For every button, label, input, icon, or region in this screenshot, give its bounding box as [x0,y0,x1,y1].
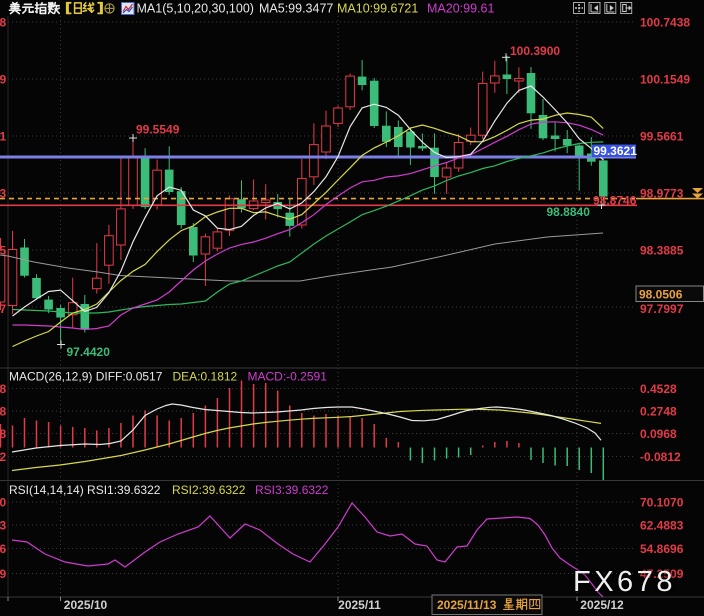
svg-text:RSI(14,14,14) RSI1:39.6322: RSI(14,14,14) RSI1:39.6322 [9,483,161,497]
svg-text:98.3885: 98.3885 [640,243,684,257]
svg-text:MA10:99.6721: MA10:99.6721 [337,1,418,15]
svg-text:99.5661: 99.5661 [640,129,684,143]
svg-text:98.0506: 98.0506 [639,287,683,301]
svg-text:0.4528: 0.4528 [640,382,677,396]
svg-text:MACD(26,12,9) DIFF:0.0517: MACD(26,12,9) DIFF:0.0517 [9,370,163,384]
svg-text:98.9773: 98.9773 [0,186,7,200]
svg-text:70.1070: 70.1070 [640,495,684,509]
svg-text:100.1549: 100.1549 [0,72,7,86]
svg-text:70.1070: 70.1070 [0,495,7,509]
svg-text:2025/11: 2025/11 [338,598,381,612]
svg-text:98.8840: 98.8840 [547,205,591,219]
svg-text:99.3621: 99.3621 [594,144,638,158]
svg-text:MA5:99.3477: MA5:99.3477 [259,1,333,15]
svg-text:RSI3:39.6322: RSI3:39.6322 [255,483,329,497]
svg-text:97.7997: 97.7997 [640,302,684,316]
svg-text:99.5661: 99.5661 [0,129,7,143]
svg-text:2025/11/13: 2025/11/13 [437,598,497,612]
svg-text:MA1(5,10,20,30,100): MA1(5,10,20,30,100) [137,1,254,15]
svg-text:99.5549: 99.5549 [136,123,180,137]
svg-text:62.4883: 62.4883 [640,518,684,532]
svg-text:-0.0812: -0.0812 [0,450,7,464]
svg-text:98.8746: 98.8746 [593,194,637,208]
svg-text:0.2748: 0.2748 [0,404,7,418]
svg-text:54.8696: 54.8696 [0,542,7,556]
svg-text:FX678: FX678 [573,566,676,598]
svg-text:47.2509: 47.2509 [0,567,7,581]
svg-text:0.0968: 0.0968 [0,427,7,441]
svg-text:100.7438: 100.7438 [0,15,7,29]
svg-text:2025/10: 2025/10 [64,598,108,612]
svg-text:0.4528: 0.4528 [0,382,7,396]
svg-text:MACD:-0.2591: MACD:-0.2591 [248,370,328,384]
svg-text:62.4883: 62.4883 [0,518,7,532]
svg-text:0.0968: 0.0968 [640,427,677,441]
svg-text:100.7438: 100.7438 [640,15,690,29]
svg-text:0.2748: 0.2748 [640,404,677,418]
svg-text:97.7997: 97.7997 [0,302,7,316]
svg-text:47.2509: 47.2509 [640,567,684,581]
svg-text:2025/12: 2025/12 [580,598,624,612]
svg-text:100.1549: 100.1549 [640,72,690,86]
svg-text:DEA:0.1812: DEA:0.1812 [173,370,238,384]
svg-text:54.8696: 54.8696 [640,542,684,556]
svg-text:97.4420: 97.4420 [67,345,111,359]
svg-text:MA20:99.61: MA20:99.61 [427,1,494,15]
svg-text:100.3900: 100.3900 [510,44,560,58]
svg-text:98.9773: 98.9773 [640,186,684,200]
svg-text:98.3885: 98.3885 [0,243,7,257]
svg-text:-0.0812: -0.0812 [640,450,681,464]
svg-text:RSI2:39.6322: RSI2:39.6322 [172,483,246,497]
